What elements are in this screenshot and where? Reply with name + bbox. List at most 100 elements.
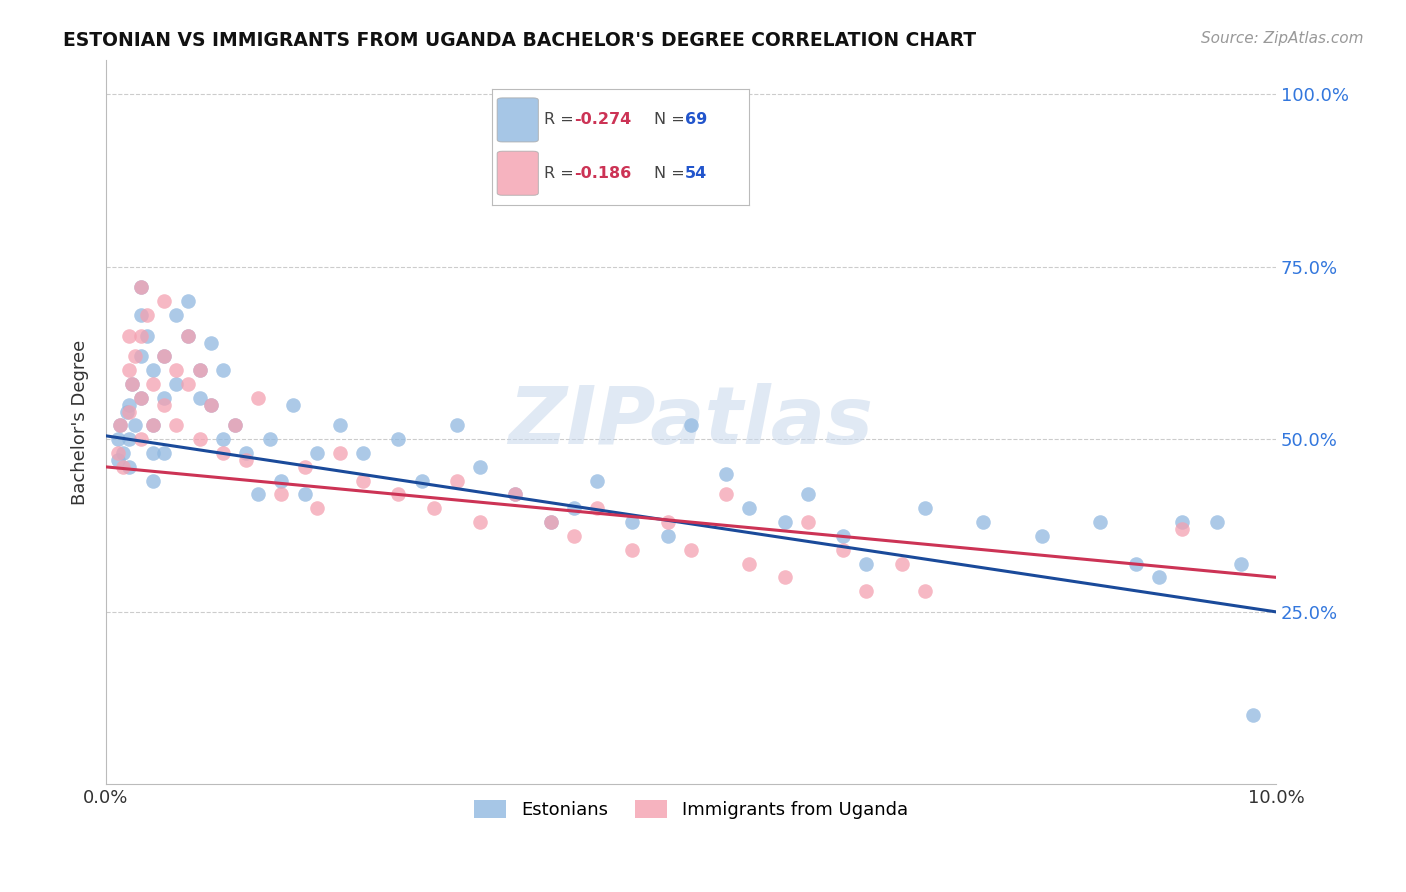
Point [1147,570,1170,584]
Point [153,350,176,364]
Point [1125,557,1147,571]
Point [540,515,562,529]
Point [224,418,246,433]
Point [855,557,877,571]
Point [108,418,131,433]
Point [115,405,138,419]
Point [270,487,292,501]
Point [165,418,187,433]
Point [294,487,316,501]
Point [657,529,679,543]
Point [294,459,316,474]
Point [107,453,129,467]
Point [773,515,796,529]
Point [914,584,936,599]
Point [505,487,527,501]
Point [387,487,409,501]
Point [1171,522,1194,536]
Point [124,350,146,364]
Point [270,474,292,488]
Point [562,501,585,516]
Point [832,529,855,543]
Point [305,501,328,516]
Point [177,328,200,343]
Point [738,557,761,571]
Point [118,432,141,446]
Point [129,432,152,446]
Point [142,474,165,488]
Point [153,350,176,364]
Point [1031,529,1053,543]
Point [446,474,468,488]
Point [121,377,143,392]
Point [118,405,141,419]
Point [212,432,235,446]
Point [1090,515,1112,529]
Point [118,398,141,412]
Point [855,584,877,599]
Point [142,446,165,460]
Point [188,432,211,446]
Point [153,294,176,309]
Point [387,432,409,446]
Point [621,542,644,557]
Point [505,487,527,501]
Point [153,398,176,412]
Point [832,542,855,557]
Point [281,398,304,412]
Point [540,515,562,529]
Point [129,350,152,364]
Point [135,328,157,343]
Point [446,418,468,433]
Point [329,418,352,433]
Point [352,474,374,488]
Point [129,308,152,322]
Point [621,515,644,529]
Point [142,418,165,433]
Point [679,418,702,433]
Point [129,280,152,294]
Point [165,377,187,392]
Point [247,391,270,405]
Point [200,335,222,350]
Point [914,501,936,516]
Point [188,363,211,377]
Point [1206,515,1229,529]
Point [112,459,135,474]
Point [470,459,492,474]
Point [188,391,211,405]
Point [153,391,176,405]
Point [797,487,820,501]
Point [657,515,679,529]
Point [118,363,141,377]
Y-axis label: Bachelor's Degree: Bachelor's Degree [72,339,89,505]
Point [247,487,270,501]
Point [212,446,235,460]
Point [470,515,492,529]
Point [738,501,761,516]
Point [142,377,165,392]
Point [135,308,157,322]
Point [586,501,609,516]
Point [129,391,152,405]
Point [153,446,176,460]
Point [107,446,129,460]
Text: ZIPatlas: ZIPatlas [509,383,873,461]
Point [235,453,257,467]
Point [714,487,737,501]
Point [212,363,235,377]
Point [108,418,131,433]
Point [200,398,222,412]
Point [1230,557,1253,571]
Point [177,294,200,309]
Point [165,308,187,322]
Point [679,542,702,557]
Point [129,391,152,405]
Point [124,418,146,433]
Text: Source: ZipAtlas.com: Source: ZipAtlas.com [1201,31,1364,46]
Point [562,529,585,543]
Point [165,363,187,377]
Point [118,459,141,474]
Point [177,328,200,343]
Point [142,363,165,377]
